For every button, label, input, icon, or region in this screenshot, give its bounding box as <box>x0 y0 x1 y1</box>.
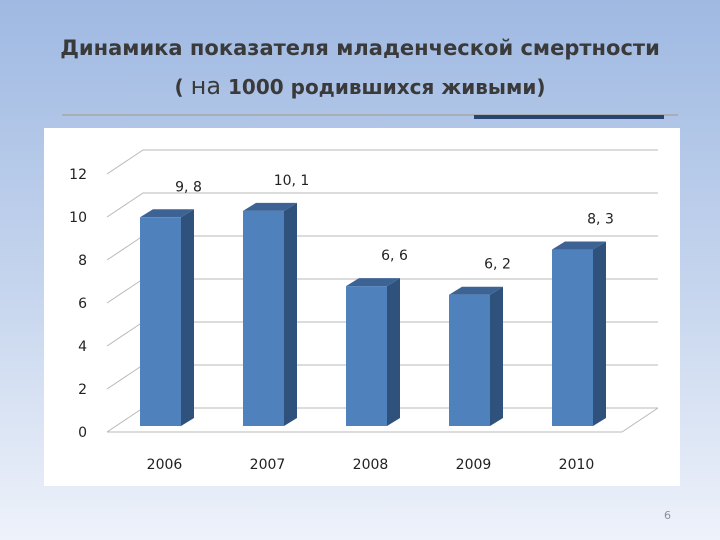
title-prefix: ( <box>174 75 191 99</box>
y-tick-label: 10 <box>69 210 87 226</box>
data-label: 10, 1 <box>274 173 310 189</box>
data-label: 8, 3 <box>587 212 614 228</box>
bar-side <box>490 286 503 426</box>
slide-title-line1: Динамика показателя младенческой смертно… <box>60 36 660 60</box>
bar-2009 <box>449 286 503 426</box>
bar-front <box>449 294 490 426</box>
y-tick-layer: 0 2 4 6 8 10 12 <box>69 167 87 441</box>
bar-front <box>140 217 181 426</box>
bar-side <box>181 209 194 426</box>
y-tick-label: 4 <box>78 339 87 355</box>
bar-top <box>243 202 297 211</box>
y-tick-label: 6 <box>78 296 87 312</box>
slide-title-line2: ( на 1000 родившихся живыми) <box>0 72 720 100</box>
page-number: 6 <box>664 509 671 522</box>
bar-side <box>387 278 400 426</box>
data-label: 9, 8 <box>175 179 202 195</box>
title-rest: 1000 родившихся живыми) <box>221 75 546 99</box>
bar-front <box>346 286 387 426</box>
y-tick-label: 8 <box>78 253 87 269</box>
bar-top <box>346 278 400 287</box>
bar-side <box>284 202 297 426</box>
x-tick-label: 2010 <box>559 457 595 473</box>
bar-top <box>140 209 194 218</box>
gridline <box>106 192 658 218</box>
x-tick-label: 2007 <box>250 457 286 473</box>
bar-top <box>552 241 606 250</box>
bar-2006 <box>140 209 194 426</box>
bar-front <box>552 249 593 426</box>
bar-front <box>243 210 284 426</box>
y-tick-label: 0 <box>78 425 87 441</box>
category-label-layer: 2006 2007 2008 2009 2010 <box>147 457 595 473</box>
title-divider-accent <box>474 115 664 119</box>
floor-side-edge <box>621 407 659 433</box>
data-label: 6, 6 <box>381 248 408 264</box>
title-word-na: на <box>190 72 222 100</box>
bar-2010 <box>552 241 606 426</box>
gridline <box>106 149 658 175</box>
bar-2007 <box>243 202 297 426</box>
y-tick-label: 2 <box>78 382 87 398</box>
bar-layer <box>140 202 606 426</box>
x-tick-label: 2008 <box>353 457 389 473</box>
data-label-layer: 9, 8 10, 1 6, 6 6, 2 8, 3 <box>175 173 614 273</box>
bar-2008 <box>346 278 400 426</box>
title-divider <box>62 114 678 116</box>
bar-top <box>449 286 503 295</box>
y-tick-label: 12 <box>69 167 87 183</box>
data-label: 6, 2 <box>484 257 511 273</box>
bar-side <box>593 241 606 426</box>
x-tick-label: 2006 <box>147 457 183 473</box>
x-tick-label: 2009 <box>456 457 492 473</box>
